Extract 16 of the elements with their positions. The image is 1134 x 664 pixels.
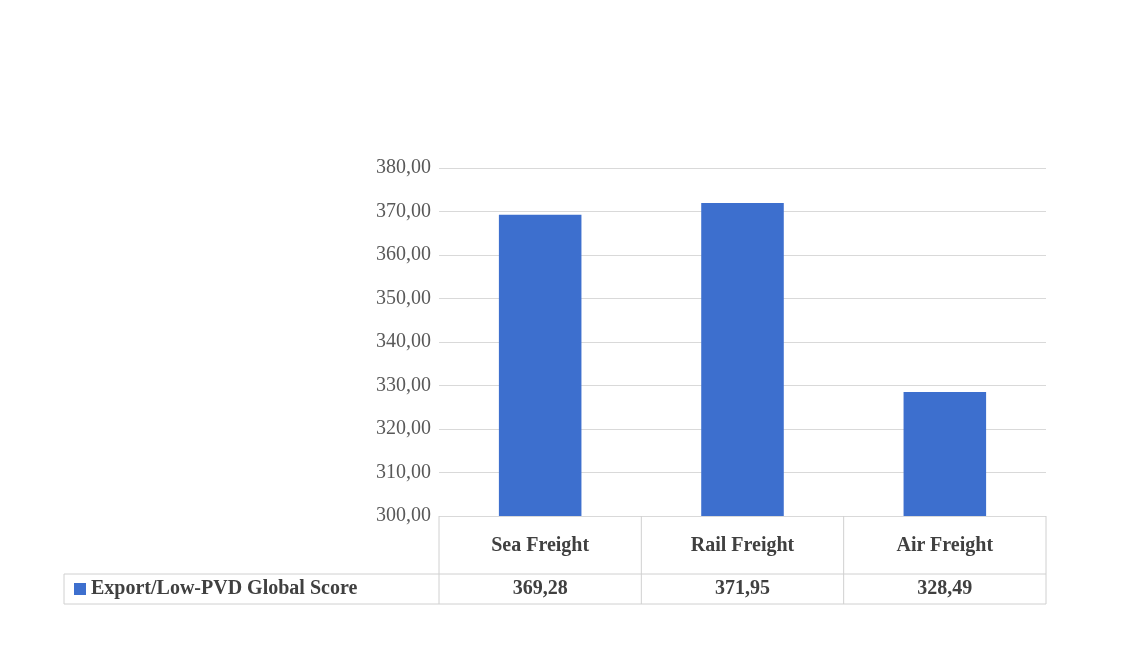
y-tick-label: 300,00 — [376, 503, 431, 526]
data-label: 369,28 — [512, 576, 568, 599]
legend-label: Export/Low-PVD Global Score — [91, 576, 358, 600]
y-tick-label: 330,00 — [376, 372, 431, 395]
y-tick-label: 380,00 — [376, 155, 431, 178]
y-tick-label: 310,00 — [376, 459, 431, 482]
x-tick-label: Air Freight — [896, 533, 994, 557]
x-tick-label: Rail Freight — [690, 533, 795, 557]
y-tick-label: 340,00 — [376, 329, 431, 352]
y-tick-label: 360,00 — [376, 242, 431, 265]
x-tick-label: Sea Freight — [491, 533, 590, 557]
data-label: 371,95 — [715, 576, 770, 599]
y-tick-label: 320,00 — [376, 416, 431, 439]
y-tick-label: 370,00 — [376, 198, 431, 221]
y-tick-label: 350,00 — [376, 285, 431, 308]
data-label: 328,49 — [917, 576, 973, 599]
